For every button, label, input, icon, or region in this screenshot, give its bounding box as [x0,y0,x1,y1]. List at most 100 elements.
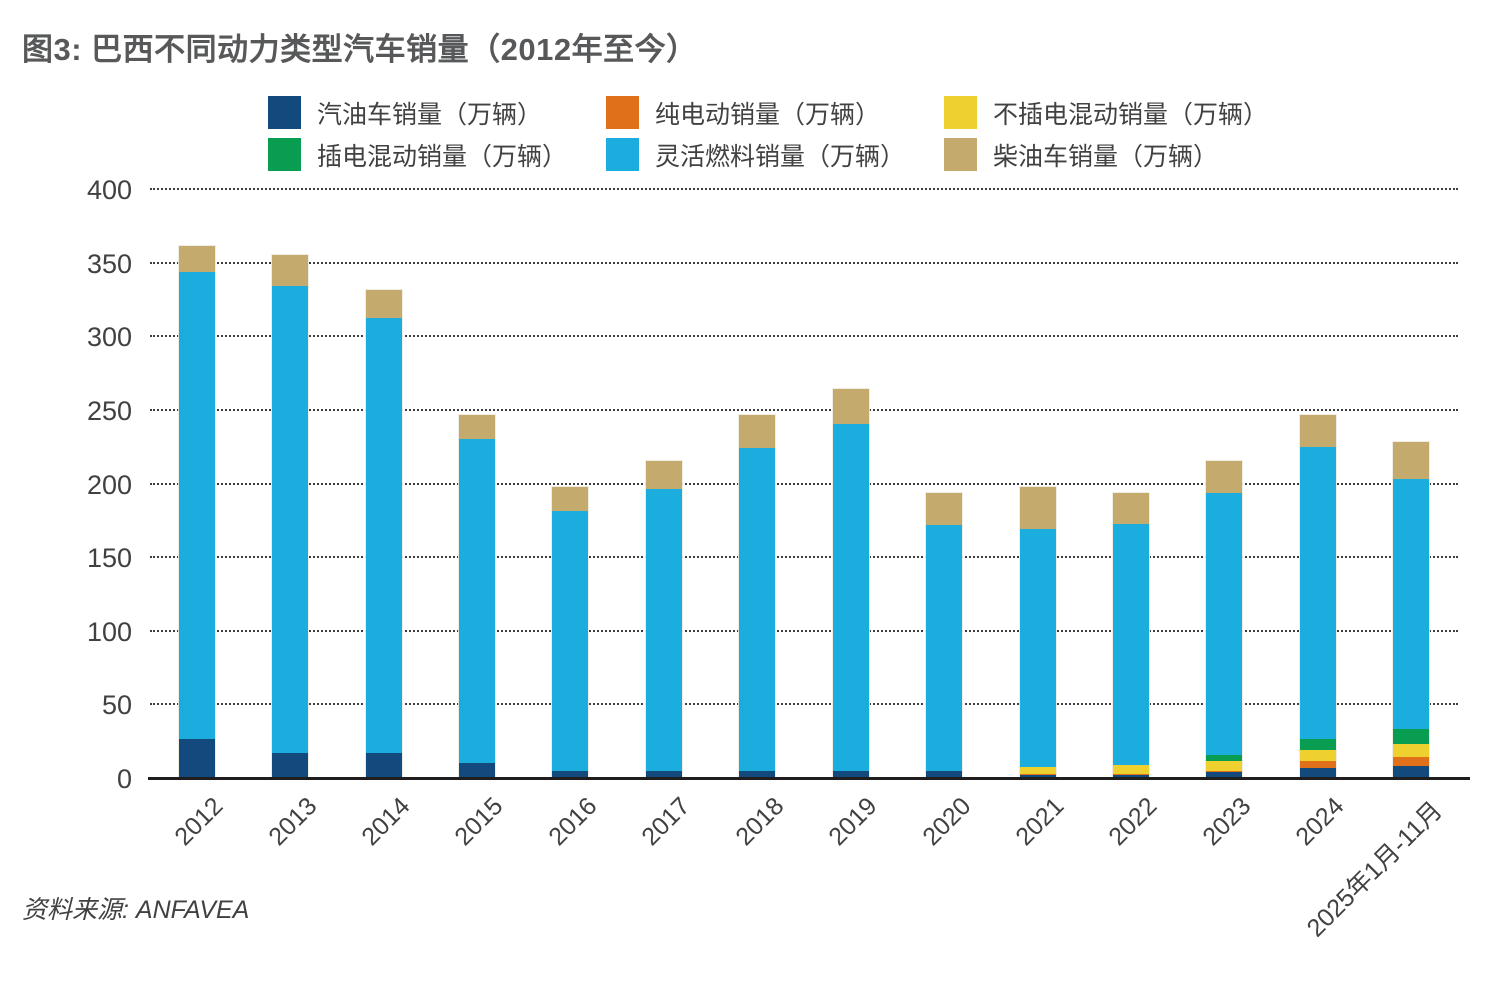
bar-segment [645,488,682,771]
bar-segment [1113,493,1149,525]
x-axis-tick-label: 2023 [1197,792,1257,852]
y-axis-tick-label: 400 [86,175,132,205]
bar-segment [645,460,682,489]
bar-segment [739,447,776,771]
bar-segment [1299,760,1336,768]
legend-label: 柴油车销量（万辆） [993,142,1219,171]
bar-segment [832,388,869,425]
bar-2014 [365,290,402,779]
bar-2018 [739,415,776,779]
legend-swatch [944,96,977,129]
bar-segment [1299,447,1336,739]
gridline-100 [150,629,1458,632]
bar-2019 [832,388,869,779]
bar-2017 [645,460,682,779]
x-axis-tick-label: 2014 [356,792,416,852]
y-axis-tick-label: 350 [86,248,132,279]
bar-segment [552,487,589,512]
bar-segment [178,272,215,740]
bar-segment [272,285,309,754]
legend-swatch [606,138,639,171]
bar-segment [365,290,402,319]
bar-segment [365,318,402,754]
bar-2023 [1206,460,1243,779]
bar-segment [1393,441,1430,479]
bar-segment [1206,770,1243,772]
bar-segment [1393,765,1430,779]
x-axis-tick-label: 2024 [1290,792,1350,852]
bar-2021 [1019,487,1056,779]
bar-segment [1299,767,1336,779]
bar-segment [1019,773,1056,775]
bar-segment [272,254,309,286]
gridline-300 [150,335,1458,338]
x-axis-tick-label: 2021 [1010,792,1070,852]
bar-segment [1299,738,1336,751]
x-axis-line [148,777,1470,780]
bar-segment [1393,744,1430,757]
bar-2024 [1299,415,1336,779]
gridline-200 [150,482,1458,485]
bar-segment [1393,478,1430,729]
x-axis-tick-label: 2019 [823,792,883,852]
plot-area [150,188,1458,779]
legend-item: 柴油车销量（万辆） [944,138,1324,171]
y-axis-tick-label: 150 [86,543,132,574]
bar-2025年1月-11月 [1393,441,1430,779]
bar-segment [1019,487,1056,529]
x-axis-tick-label: 2018 [729,792,790,852]
legend-swatch [944,138,977,171]
legend-item: 纯电动销量（万辆） [606,96,944,129]
legend-label: 纯电动销量（万辆） [655,100,881,129]
y-axis-tick-label: 0 [116,764,132,794]
bar-segment [739,770,776,779]
x-axis-tick-label: 2020 [916,792,976,852]
bar-segment [365,753,402,779]
y-axis-tick-label: 250 [86,395,132,426]
bar-2012 [178,245,215,779]
x-axis-tick-label: 2017 [636,792,696,852]
bar-segment [1019,528,1056,768]
legend-swatch [268,96,301,129]
bar-segment [178,245,215,273]
bar-segment [1393,756,1430,766]
gridline-400 [150,188,1458,190]
y-axis-tick-label: 100 [86,616,132,647]
bar-2013 [272,254,309,779]
legend-swatch [606,96,639,129]
bar-segment [926,770,963,779]
bar-segment [552,770,589,779]
bar-segment [178,739,215,779]
bar-segment [1113,773,1149,775]
bar-segment [459,438,495,763]
legend-label: 汽油车销量（万辆） [317,100,543,129]
bar-2016 [552,487,589,779]
bar-segment [1206,754,1243,762]
y-axis-tick-label: 50 [101,690,132,721]
bar-segment [1206,460,1243,494]
legend-item: 汽油车销量（万辆） [268,96,606,129]
bar-segment [272,753,309,779]
bar-2022 [1113,493,1149,779]
bar-segment [926,492,963,525]
bar-segment [1206,761,1243,771]
x-axis-tick-label: 2012 [169,792,229,852]
legend-swatch [268,138,301,171]
bar-2020 [926,492,963,779]
bar-segment [645,770,682,779]
bar-segment [1206,493,1243,755]
y-axis-tick-label: 300 [86,322,132,353]
bar-segment [1113,774,1149,779]
legend-label: 灵活燃料销量（万辆） [655,142,906,171]
bar-segment [1299,415,1336,447]
x-axis-tick-label: 2016 [543,792,603,852]
bar-segment [1393,728,1430,745]
bar-2015 [459,415,495,779]
x-axis-tick-label: 2015 [449,792,509,852]
bar-segment [739,415,776,448]
bar-segment [1019,767,1056,774]
legend-item: 灵活燃料销量（万辆） [606,138,944,171]
bar-segment [1206,771,1243,779]
legend-item: 插电混动销量（万辆） [268,138,606,171]
